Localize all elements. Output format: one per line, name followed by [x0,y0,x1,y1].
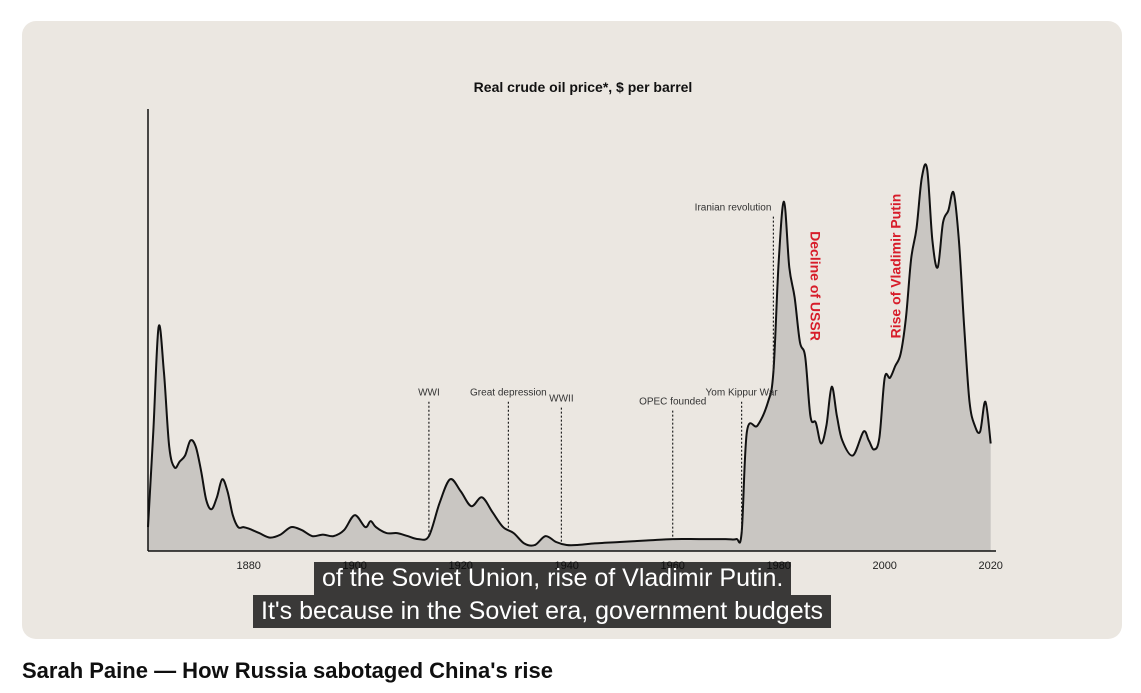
annotation-label: Great depression [470,388,547,399]
caption-line: It's because in the Soviet era, governme… [253,595,832,628]
x-tick-label: 2000 [872,560,896,572]
annotation-label: WWII [549,394,573,405]
chart-title: Real crude oil price*, $ per barrel [474,79,693,95]
video-player[interactable]: Real crude oil price*, $ per barrel 1880… [22,21,1122,639]
annotation-label: Rise of Vladimir Putin [888,194,904,339]
video-title[interactable]: Sarah Paine — How Russia sabotaged China… [22,658,553,683]
annotation-label: OPEC founded [639,397,706,408]
chart-area-layer [147,163,992,552]
series-line [147,163,992,547]
x-tick-label: 2020 [978,560,1002,572]
caption-line: of the Soviet Union, rise of Vladimir Pu… [314,562,792,595]
series-area-fill [148,164,991,552]
annotation-label: Decline of USSR [808,231,824,341]
annotation-label: Yom Kippur War [706,388,779,399]
annotation-label: WWI [418,388,440,399]
oil-price-chart: Real crude oil price*, $ per barrel 1880… [147,79,1003,572]
annotation-label: Iranian revolution [695,203,772,214]
x-tick-label: 1880 [236,560,260,572]
